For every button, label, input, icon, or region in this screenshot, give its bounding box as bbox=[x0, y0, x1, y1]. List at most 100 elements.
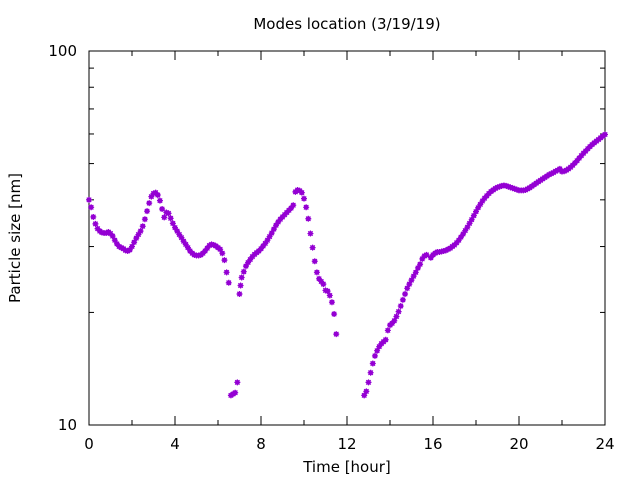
x-tick-label: 8 bbox=[256, 435, 266, 453]
data-point bbox=[268, 230, 275, 237]
data-point bbox=[399, 296, 406, 303]
chart-title: Modes location (3/19/19) bbox=[253, 15, 440, 33]
y-tick-label: 10 bbox=[58, 416, 77, 434]
data-point bbox=[414, 264, 421, 271]
data-point bbox=[139, 223, 146, 230]
data-point bbox=[384, 327, 391, 334]
data-point bbox=[371, 352, 378, 359]
data-point bbox=[86, 196, 92, 203]
x-tick-label: 24 bbox=[595, 435, 614, 453]
data-point bbox=[397, 303, 404, 310]
data-point bbox=[423, 251, 430, 258]
data-point bbox=[225, 279, 232, 286]
data-point bbox=[217, 246, 224, 253]
data-point bbox=[410, 273, 417, 280]
data-point bbox=[129, 243, 135, 250]
data-point bbox=[464, 224, 471, 231]
data-point bbox=[303, 204, 310, 211]
data-point bbox=[266, 233, 273, 240]
data-point bbox=[412, 269, 419, 276]
data-point bbox=[374, 347, 381, 354]
data-point bbox=[167, 215, 174, 222]
data-point bbox=[313, 269, 320, 276]
data-point bbox=[468, 216, 475, 223]
data-point bbox=[238, 274, 245, 281]
data-point bbox=[369, 360, 376, 367]
data-point bbox=[88, 204, 95, 211]
data-point bbox=[109, 233, 116, 240]
data-points bbox=[86, 131, 608, 399]
data-point bbox=[328, 299, 335, 306]
data-point bbox=[237, 282, 244, 289]
x-tick-labels: 0 4 8 12 16 20 24 bbox=[84, 435, 614, 453]
x-tick-label: 0 bbox=[84, 435, 94, 453]
x-tick-label: 16 bbox=[423, 435, 442, 453]
data-point bbox=[331, 311, 338, 318]
data-point bbox=[402, 291, 409, 298]
data-point bbox=[146, 200, 153, 207]
data-point bbox=[391, 317, 398, 324]
data-point bbox=[232, 389, 239, 396]
data-point bbox=[361, 392, 368, 399]
data-point bbox=[111, 237, 118, 244]
data-point bbox=[460, 231, 467, 238]
data-point bbox=[135, 231, 142, 238]
data-point bbox=[307, 230, 314, 237]
x-axis-label: Time [hour] bbox=[302, 458, 391, 476]
x-tick-label: 4 bbox=[170, 435, 180, 453]
data-point bbox=[466, 220, 473, 227]
x-tick-label: 12 bbox=[337, 435, 356, 453]
data-point bbox=[602, 131, 608, 138]
data-point bbox=[382, 336, 389, 343]
x-tick-label: 20 bbox=[509, 435, 528, 453]
data-point bbox=[141, 216, 148, 223]
data-point bbox=[242, 263, 249, 270]
data-point bbox=[311, 258, 318, 265]
data-point bbox=[219, 250, 226, 257]
data-point bbox=[159, 206, 166, 213]
data-point bbox=[133, 235, 140, 242]
data-point bbox=[169, 220, 176, 227]
data-point bbox=[137, 228, 144, 235]
data-point bbox=[470, 212, 477, 219]
data-point bbox=[174, 228, 181, 235]
data-point bbox=[221, 257, 228, 264]
data-point bbox=[161, 214, 168, 221]
data-point bbox=[240, 268, 247, 275]
data-point bbox=[178, 234, 185, 241]
data-point bbox=[270, 226, 277, 233]
data-point bbox=[156, 197, 163, 204]
data-point bbox=[144, 208, 151, 215]
y-tick-label: 100 bbox=[48, 42, 77, 60]
plot-frame bbox=[88, 50, 606, 426]
data-point bbox=[324, 288, 331, 295]
data-point bbox=[236, 291, 243, 298]
data-point bbox=[417, 261, 424, 268]
data-point bbox=[290, 202, 297, 209]
data-point bbox=[363, 388, 370, 395]
data-point bbox=[298, 189, 305, 196]
data-point bbox=[305, 215, 312, 222]
data-point bbox=[406, 281, 413, 288]
data-point bbox=[165, 210, 172, 217]
data-point bbox=[131, 239, 138, 246]
data-point bbox=[90, 213, 97, 220]
data-point bbox=[408, 277, 415, 284]
y-axis-label: Particle size [nm] bbox=[6, 173, 24, 303]
data-point bbox=[154, 192, 161, 199]
data-point bbox=[320, 281, 327, 288]
data-point bbox=[365, 379, 372, 386]
data-point bbox=[301, 195, 307, 202]
data-point bbox=[223, 269, 230, 276]
data-point bbox=[309, 244, 316, 251]
data-point bbox=[234, 379, 241, 386]
data-point bbox=[92, 220, 99, 227]
data-point bbox=[473, 208, 479, 215]
data-point bbox=[172, 224, 178, 231]
data-point bbox=[393, 313, 400, 320]
data-point bbox=[404, 285, 411, 292]
axis-ticks bbox=[88, 50, 606, 426]
data-point bbox=[367, 369, 374, 376]
data-point bbox=[326, 292, 333, 299]
data-point bbox=[333, 331, 340, 338]
